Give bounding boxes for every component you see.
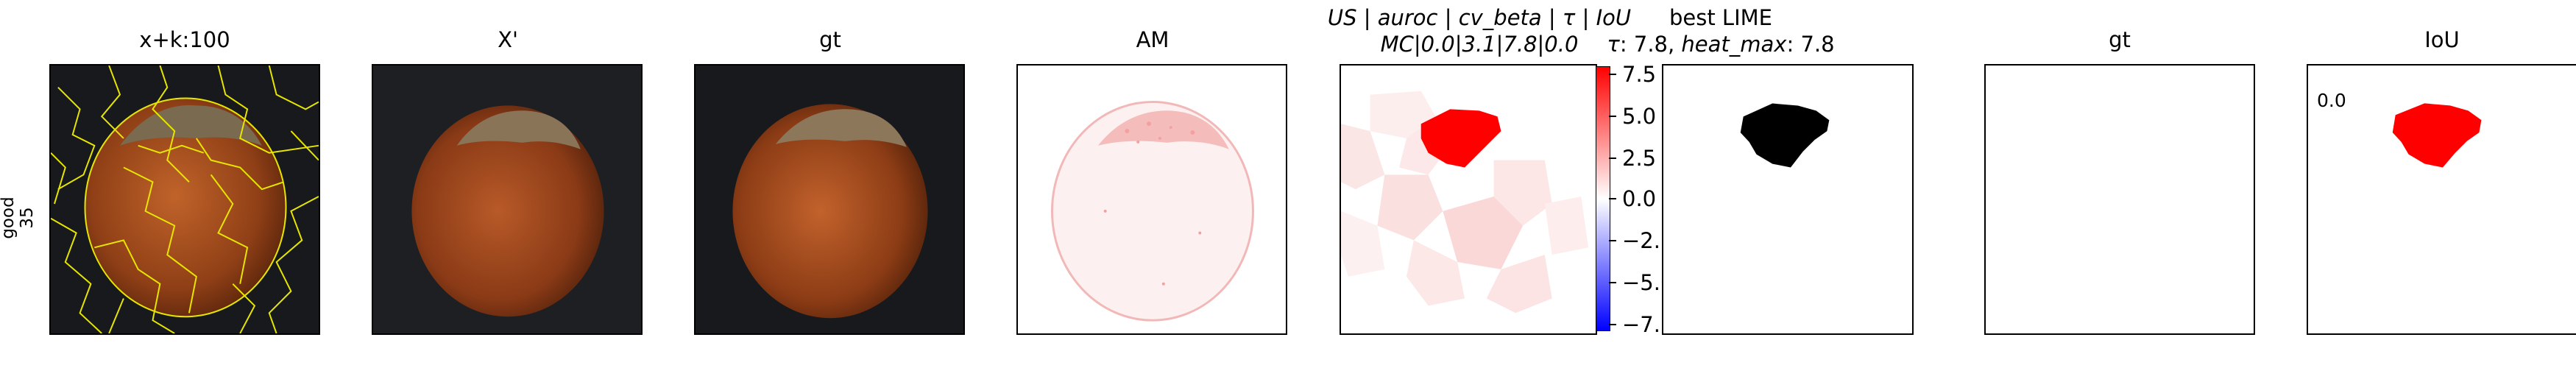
- panel-input-superpixels: [49, 64, 320, 335]
- colorbar-tick: [1609, 282, 1616, 283]
- row-label-line2: 35: [18, 207, 37, 229]
- colorbar-tick: [1609, 74, 1616, 75]
- anomaly-map-image: [1018, 66, 1286, 333]
- hazelnut-reconstruction-image: [373, 66, 641, 333]
- iou-value: 0.0: [2317, 90, 2346, 111]
- metrics-values: MC|0.0|3.1|7.8|0.0: [1380, 32, 1579, 57]
- lime-params: τ: 7.8, heat_max: 7.8: [1607, 32, 1835, 57]
- panel-superpixel-heatmap: [1340, 64, 1597, 335]
- panel-lime-mask: [1662, 64, 1914, 335]
- colorbar-tick-label: 5.0: [1622, 104, 1657, 129]
- colorbar-tick: [1609, 324, 1616, 325]
- panel-anomaly-map: [1016, 64, 1287, 335]
- row-label: good 35: [0, 196, 37, 240]
- panel-title-input: x+k:100: [139, 27, 230, 52]
- lime-title: best LIME: [1669, 5, 1772, 30]
- colorbar-tick: [1609, 198, 1616, 199]
- panel-title-gt-2: gt: [2109, 27, 2131, 52]
- colorbar-tick-label: 0.0: [1622, 186, 1657, 211]
- colorbar-tick: [1609, 240, 1616, 241]
- panel-title-lime: best LIME τ: 7.8, heat_max: 7.8: [1588, 4, 1853, 57]
- colorbar-tick-label: 7.5: [1622, 62, 1657, 87]
- panel-title-am: AM: [1136, 27, 1170, 52]
- panel-iou: [2307, 64, 2576, 335]
- metrics-header: US | auroc | cv_beta | τ | IoU: [1327, 5, 1632, 30]
- colorbar-tick: [1609, 116, 1616, 117]
- row-label-line1: good: [0, 197, 18, 239]
- hazelnut-gt-image: [696, 66, 963, 333]
- panel-gt-image: [694, 64, 965, 335]
- colorbar: [1596, 66, 1610, 331]
- panel-title-reconstruction: X': [498, 27, 518, 52]
- panel-gt-mask: [1984, 64, 2255, 335]
- superpixel-heatmap-image: [1341, 66, 1596, 333]
- panel-reconstruction: [372, 64, 643, 335]
- gt-mask-image: [1986, 66, 2254, 333]
- colorbar-tick: [1609, 158, 1616, 159]
- hazelnut-superpixel-image: [51, 66, 319, 333]
- lime-mask-image: [1663, 66, 1912, 333]
- colorbar-tick-label: 2.5: [1622, 146, 1657, 171]
- panel-title-iou: IoU: [2424, 27, 2460, 52]
- panel-title-metrics: US | auroc | cv_beta | τ | IoU MC|0.0|3.…: [1251, 4, 1708, 57]
- iou-image: [2308, 66, 2576, 333]
- panel-title-gt: gt: [819, 27, 841, 52]
